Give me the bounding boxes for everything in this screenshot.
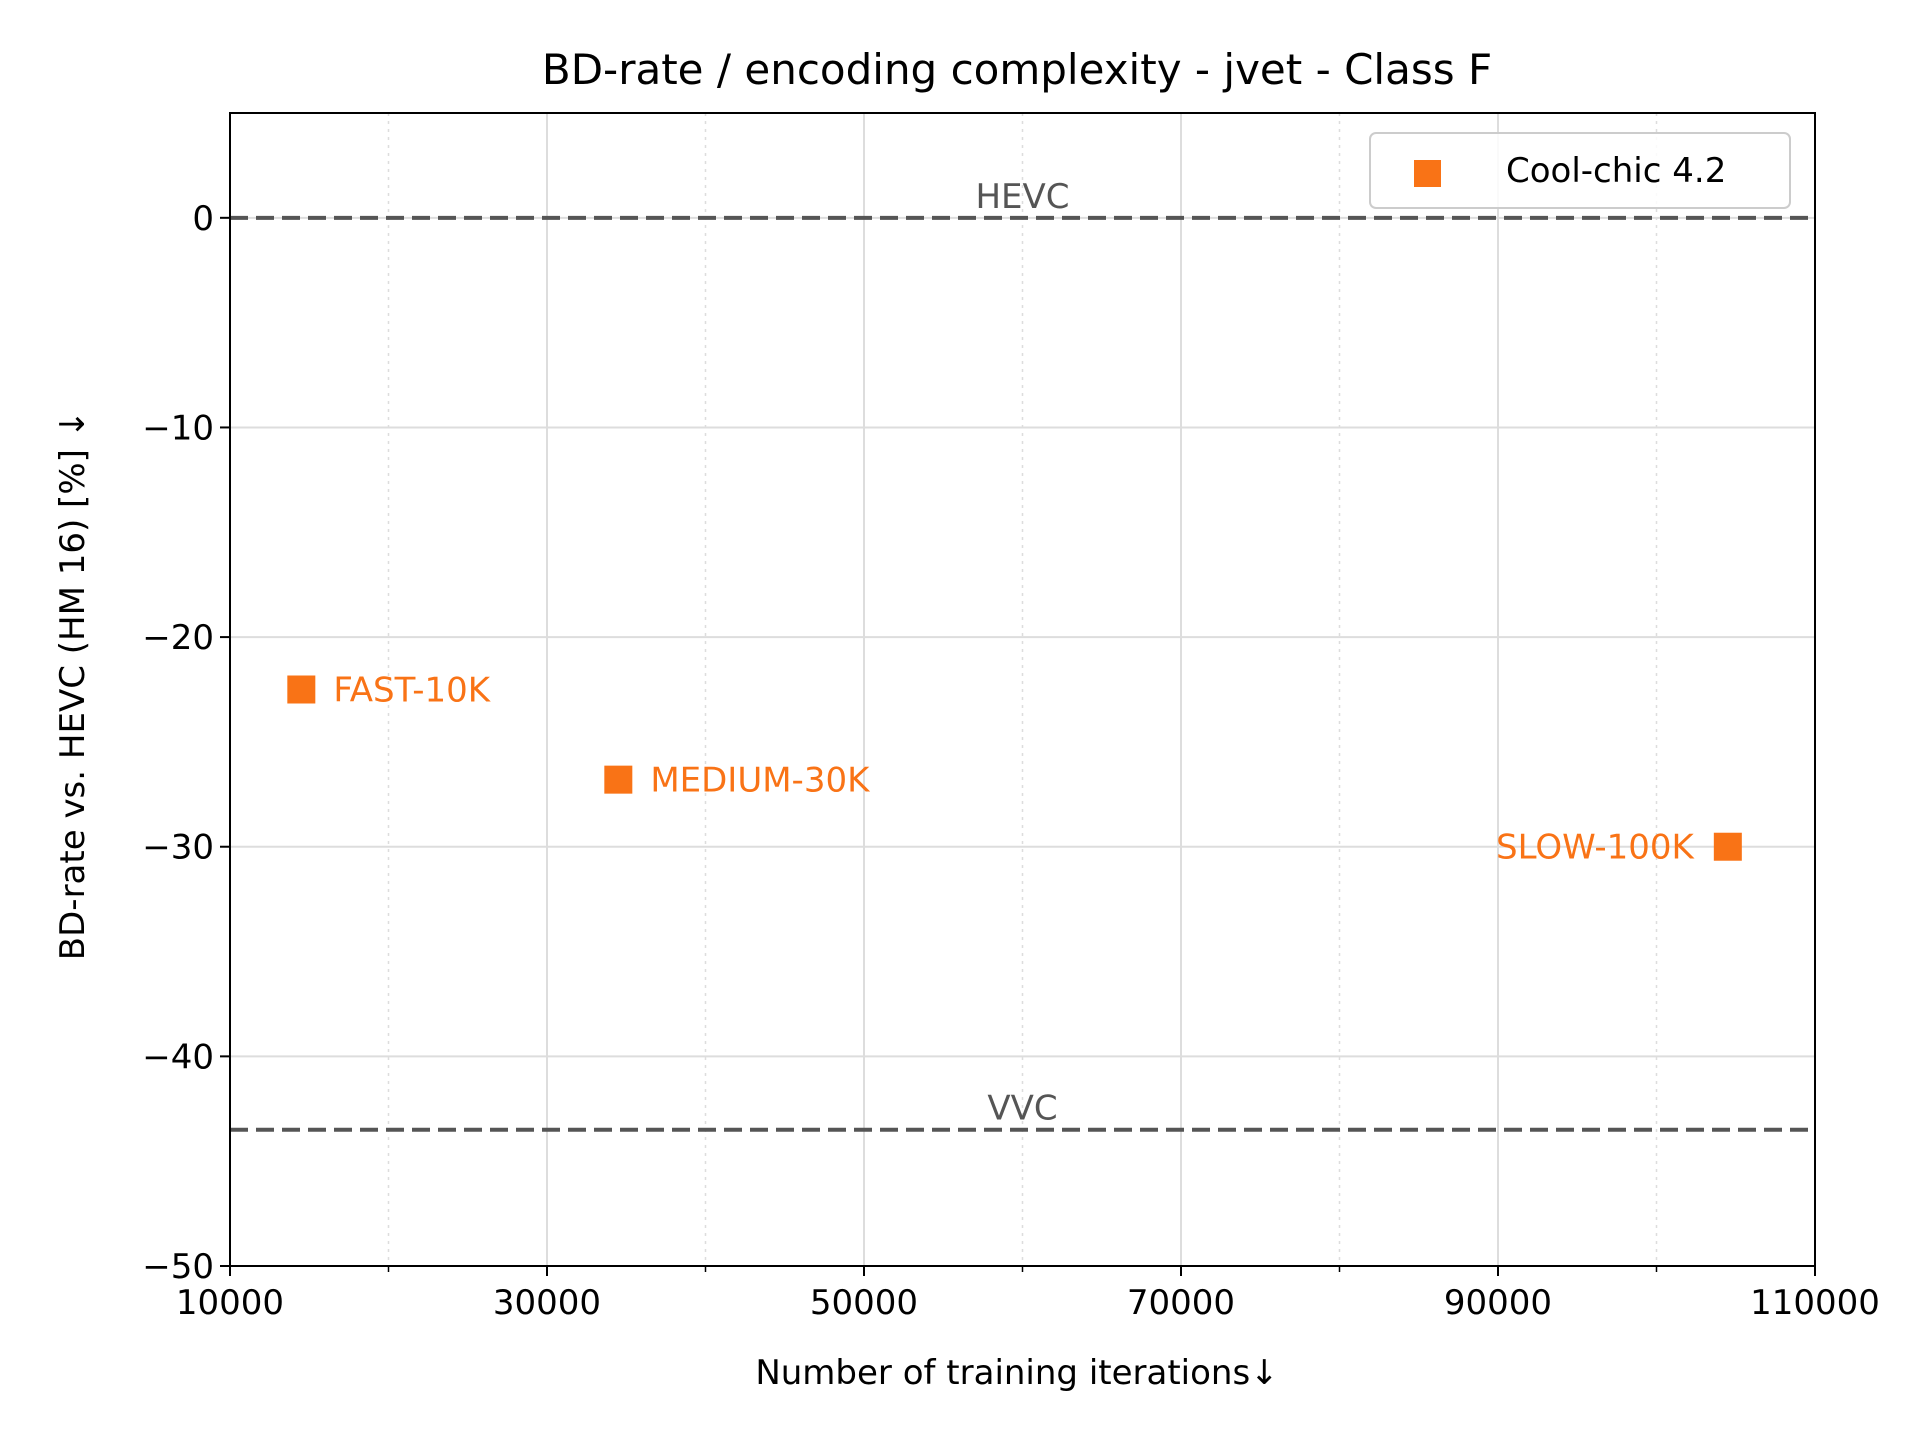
data-point-marker — [1713, 832, 1742, 861]
reference-label-hevc: HEVC — [975, 177, 1069, 217]
axis-ticks: 10000 30000 50000 70000 90000 110000 0 −10 −20 −3… — [142, 199, 1880, 1323]
reference-lines: HEVC VVC — [230, 177, 1815, 1132]
y-tick-label: −30 — [142, 828, 214, 868]
y-tick-label: 0 — [192, 199, 214, 239]
y-tick-label: −10 — [142, 408, 214, 448]
chart-title: BD-rate / encoding complexity - jvet - C… — [542, 45, 1492, 94]
data-point-label: SLOW-100K — [1496, 828, 1695, 868]
x-tick-label: 110000 — [1750, 1283, 1880, 1323]
legend-label: Cool-chic 4.2 — [1506, 151, 1726, 191]
data-point-marker — [287, 675, 316, 704]
x-tick-label: 30000 — [493, 1283, 601, 1323]
x-tick-label: 10000 — [176, 1283, 284, 1323]
data-point-label: FAST-10K — [333, 671, 491, 711]
legend-box — [1369, 132, 1791, 209]
legend-marker — [1414, 160, 1441, 187]
x-tick-label: 70000 — [1127, 1283, 1235, 1323]
y-tick-label: −50 — [142, 1247, 214, 1287]
data-points: FAST-10K MEDIUM-30K SLOW-100K — [287, 671, 1742, 868]
data-point-marker — [604, 765, 633, 794]
grid — [229, 113, 1816, 1267]
data-point-label: MEDIUM-30K — [650, 761, 871, 801]
y-tick-label: −20 — [142, 618, 214, 658]
x-axis-label: Number of training iterations↓ — [755, 1353, 1278, 1393]
y-tick-label: −40 — [142, 1037, 214, 1077]
x-tick-label: 50000 — [810, 1283, 918, 1323]
legend: Cool-chic 4.2 — [1369, 132, 1791, 209]
reference-label-vvc: VVC — [987, 1089, 1057, 1129]
x-tick-label: 90000 — [1444, 1283, 1552, 1323]
y-axis-label: BD-rate vs. HEVC (HM 16) [%] ↓ — [53, 410, 93, 960]
